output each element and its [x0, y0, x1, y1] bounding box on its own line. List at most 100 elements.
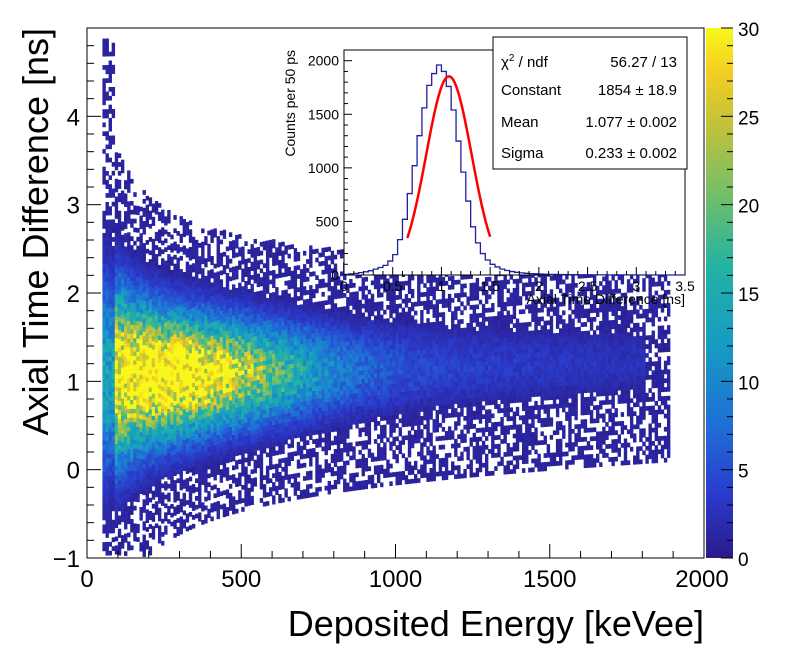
heatmap-cell — [324, 256, 328, 261]
heatmap-cell — [228, 316, 233, 321]
heatmap-cell — [299, 273, 304, 279]
heatmap-cell — [330, 347, 335, 353]
heatmap-cell — [191, 506, 196, 511]
heatmap-cell — [201, 277, 205, 282]
heatmap-cell — [170, 446, 174, 452]
heatmap-cell — [259, 347, 264, 353]
heatmap-cell — [364, 480, 369, 485]
heatmap-cell — [296, 296, 301, 301]
heatmap-cell — [127, 400, 131, 405]
heatmap-cell — [188, 410, 193, 416]
heatmap-cell — [127, 431, 131, 436]
heatmap-cell — [148, 471, 153, 476]
heatmap-cell — [339, 306, 344, 312]
heatmap-cell — [111, 219, 116, 225]
heatmap-cell — [290, 301, 294, 307]
heatmap-cell — [321, 283, 325, 288]
heatmap-cell — [210, 308, 214, 314]
heatmap-cell — [130, 470, 134, 476]
heatmap-cell — [114, 209, 119, 215]
heatmap-cell — [117, 440, 122, 446]
heatmap-cell — [108, 541, 112, 547]
heatmap-cell — [157, 472, 162, 478]
heatmap-cell — [124, 264, 128, 269]
heatmap-cell — [225, 454, 230, 459]
heatmap-cell — [324, 428, 328, 434]
heatmap-cell — [216, 342, 220, 347]
heatmap-cell — [201, 519, 205, 525]
heatmap-cell — [198, 295, 202, 301]
heatmap-cell — [321, 252, 325, 257]
heatmap-cell — [142, 340, 146, 345]
heatmap-cell — [194, 456, 199, 461]
heatmap-cell — [170, 468, 174, 474]
heatmap-cell — [182, 435, 187, 441]
heatmap-cell — [219, 305, 224, 311]
heatmap-cell — [167, 346, 171, 352]
heatmap-cell — [302, 436, 307, 442]
heatmap-cell — [207, 270, 211, 276]
heatmap-cell — [225, 299, 230, 305]
heatmap-cell — [262, 280, 267, 286]
heatmap-cell — [333, 400, 338, 406]
heatmap-cell — [102, 506, 106, 512]
heatmap-cell — [336, 417, 341, 423]
heatmap-cell — [114, 196, 119, 202]
heatmap-cell — [327, 321, 332, 327]
heatmap-cell — [275, 291, 279, 297]
heatmap-cell — [318, 336, 322, 342]
heatmap-cell — [330, 339, 335, 344]
heatmap-cell — [259, 467, 264, 472]
heatmap-cell — [293, 336, 298, 342]
heatmap-cell — [228, 492, 233, 498]
heatmap-cell — [139, 476, 143, 481]
heatmap-cell — [176, 328, 180, 333]
heatmap-cell — [293, 415, 298, 421]
heatmap-cell — [148, 413, 153, 419]
heatmap-cell — [370, 457, 375, 462]
heatmap-cell — [327, 423, 332, 429]
heatmap-cell — [269, 332, 273, 338]
heatmap-cell — [216, 359, 220, 365]
heatmap-cell — [114, 359, 119, 365]
heatmap-cell — [306, 347, 310, 353]
heatmap-cell — [114, 183, 119, 188]
heatmap-cell — [370, 395, 375, 401]
heatmap-cell — [213, 281, 217, 287]
heatmap-cell — [296, 344, 301, 350]
heatmap-cell — [318, 473, 322, 479]
heatmap-cell — [358, 458, 362, 464]
heatmap-cell — [124, 286, 128, 291]
heatmap-cell — [167, 232, 171, 237]
heatmap-cell — [139, 356, 143, 362]
heatmap-cell — [265, 355, 270, 361]
heatmap-cell — [343, 359, 347, 365]
heatmap-cell — [364, 351, 369, 357]
heatmap-cell — [164, 384, 168, 389]
heatmap-cell — [309, 470, 313, 476]
heatmap-cell — [306, 382, 310, 388]
heatmap-cell — [111, 409, 116, 415]
heatmap-cell — [262, 364, 267, 370]
heatmap-cell — [210, 441, 214, 447]
heatmap-cell — [293, 389, 298, 395]
heatmap-cell — [142, 433, 146, 438]
heatmap-cell — [213, 374, 217, 379]
heatmap-cell — [182, 466, 187, 472]
heatmap-cell — [244, 448, 248, 454]
heatmap-cell — [204, 403, 208, 409]
heatmap-cell — [145, 376, 149, 382]
heatmap-cell — [293, 323, 298, 328]
heatmap-cell — [124, 440, 128, 446]
heatmap-cell — [250, 389, 254, 395]
heatmap-cell — [167, 452, 171, 458]
heatmap-cell — [302, 378, 307, 384]
heatmap-cell — [136, 342, 140, 348]
heatmap-cell — [287, 266, 291, 272]
heatmap-cell — [349, 358, 353, 364]
heatmap-cell — [136, 298, 140, 304]
heatmap-cell — [188, 392, 193, 398]
heatmap-cell — [358, 405, 362, 411]
heatmap-cell — [161, 434, 165, 440]
heatmap-cell — [355, 309, 359, 314]
